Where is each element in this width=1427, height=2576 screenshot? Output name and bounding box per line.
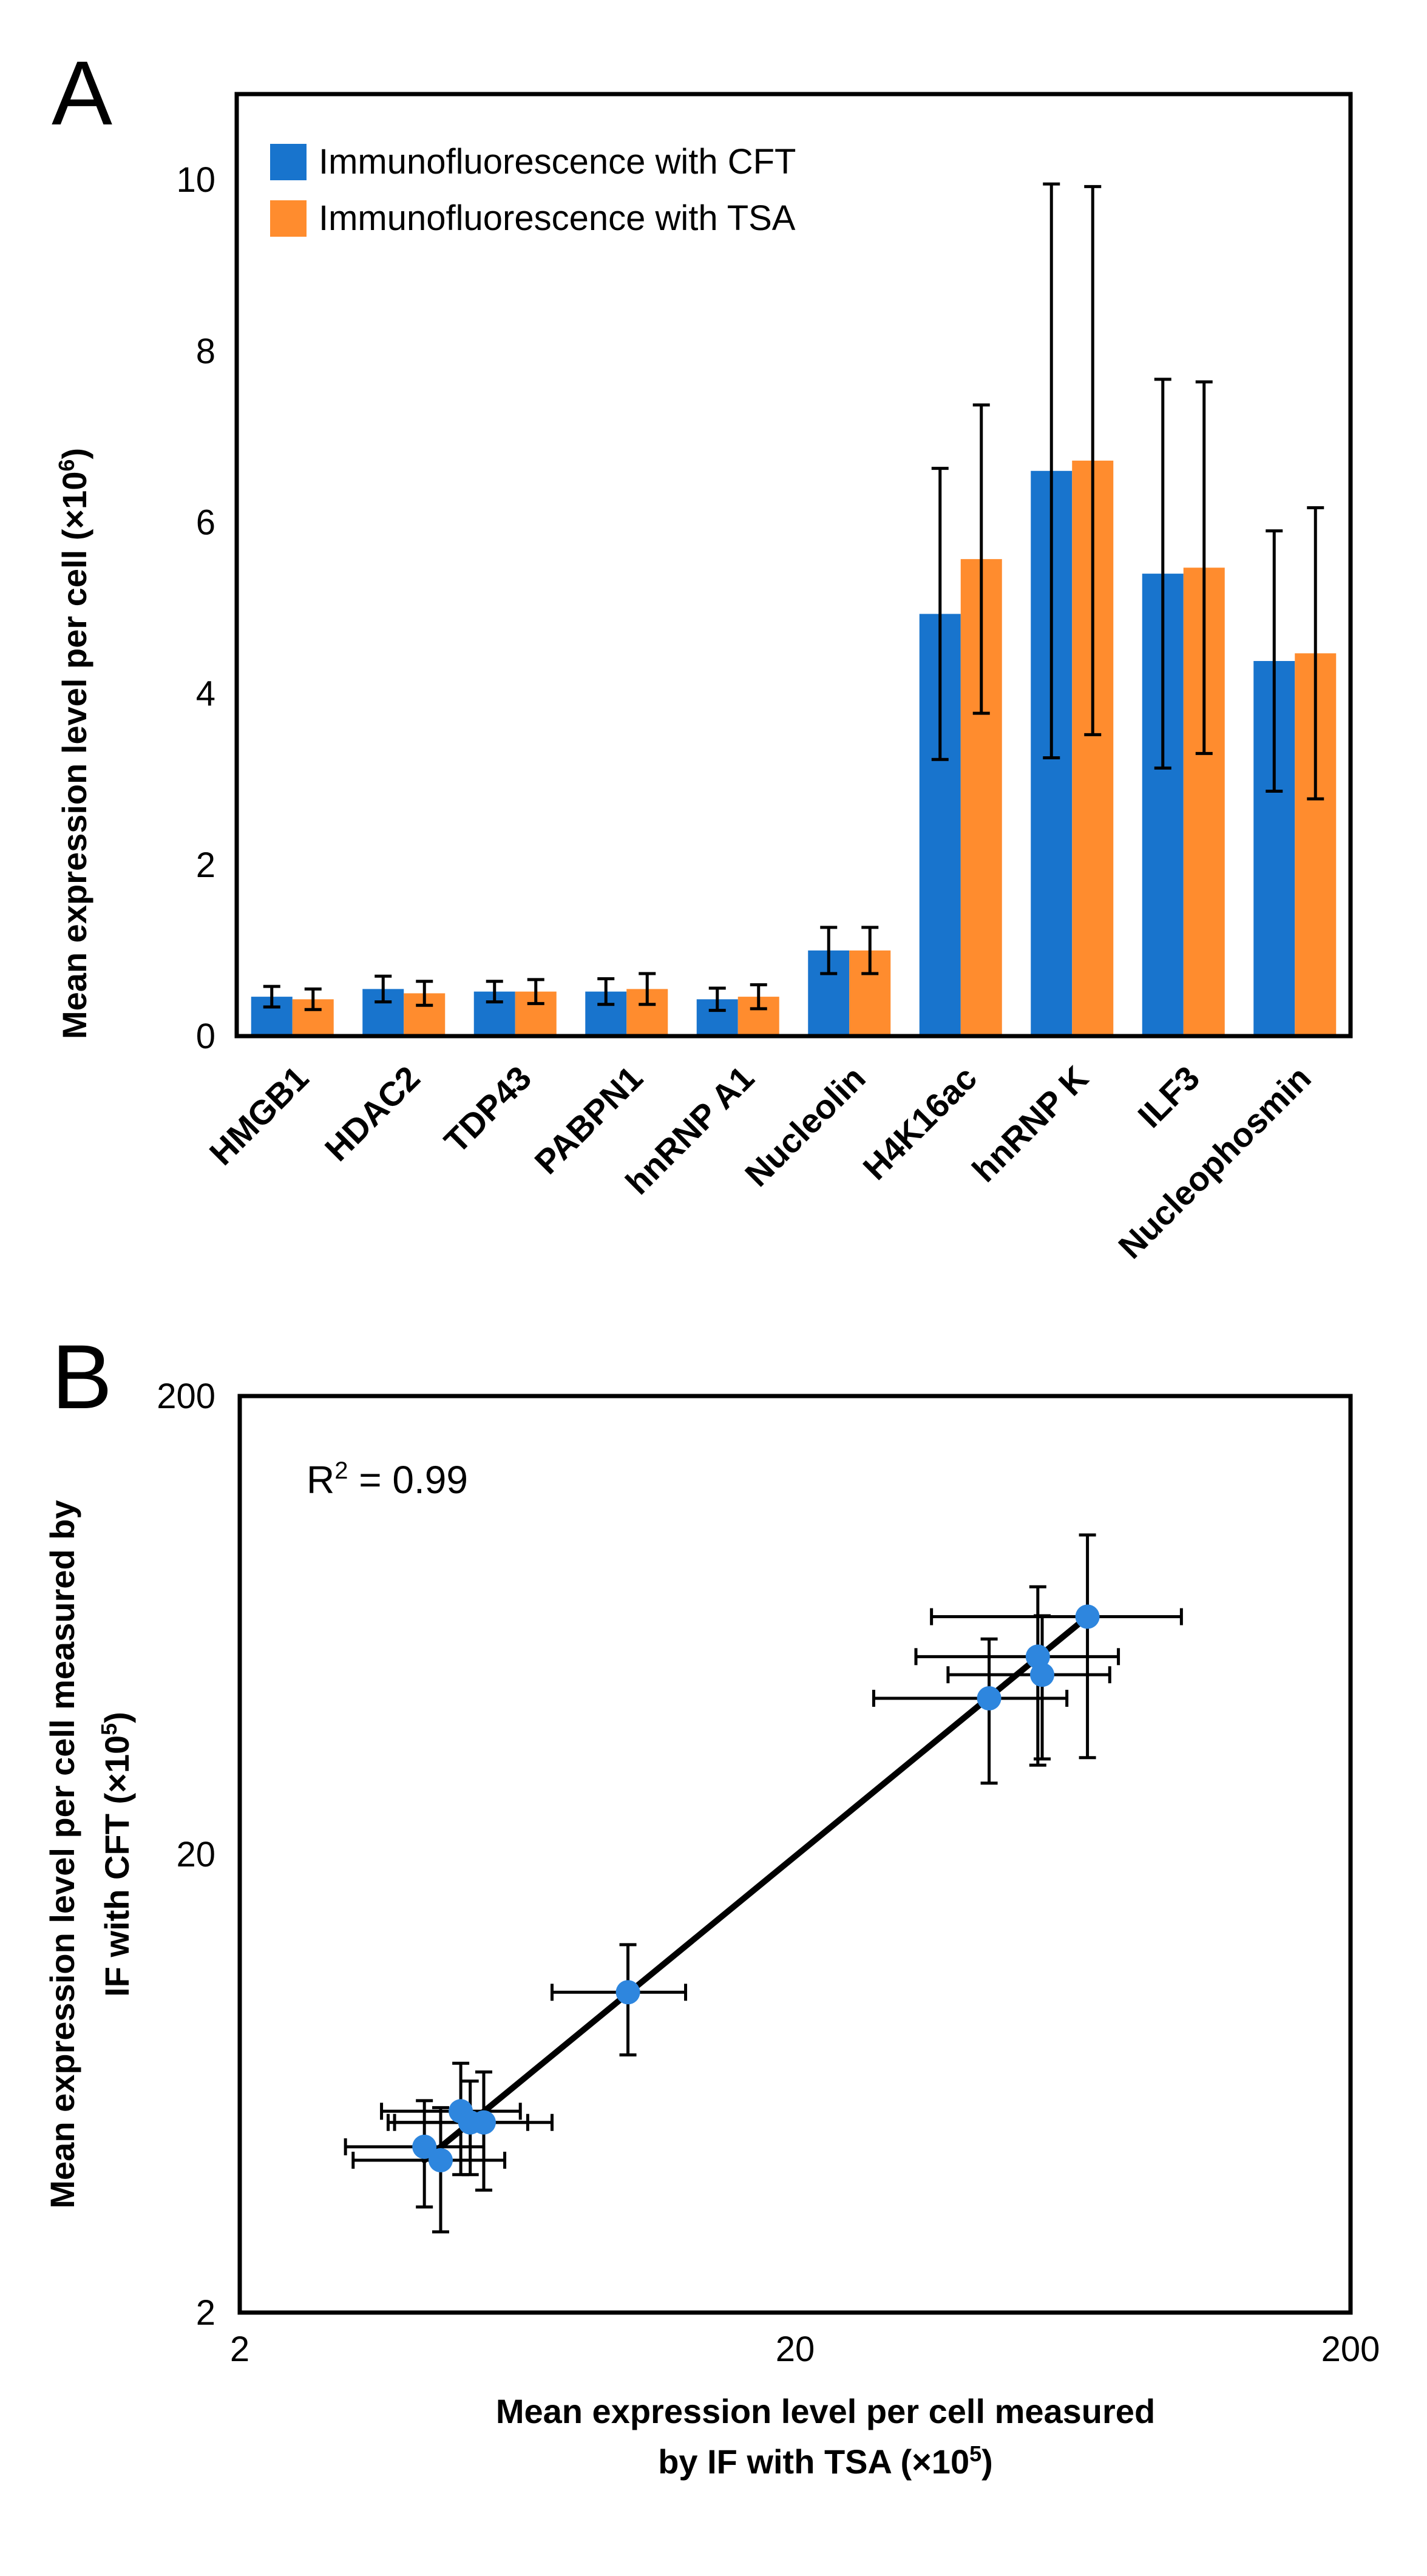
y2-close: ) xyxy=(98,1712,136,1723)
scatter-point-nucleophosmin xyxy=(977,1686,1002,1710)
x-tick-label-hnrnp-k: hnRNP K xyxy=(964,1059,1095,1189)
scatter-chart-x-axis-title-line2: by IF with TSA (×105) xyxy=(658,2441,993,2481)
x-tick-label-nucleolin: Nucleolin xyxy=(737,1059,873,1194)
error-bar-cft-hnrnp-k xyxy=(1043,182,1060,759)
error-bar-cft-hmgb1 xyxy=(263,985,280,1009)
bar-chart-y-axis-title-main: Mean expression level per cell (×10 xyxy=(55,472,93,1039)
y-tick-label-6: 6 xyxy=(196,503,215,542)
error-bar-tsa-tdp43 xyxy=(527,978,544,1005)
error-bar-tsa-hnrnp-k xyxy=(1084,185,1102,736)
scatter-y-tick-label-2: 2 xyxy=(196,2293,215,2333)
scatter-chart-plot-frame xyxy=(237,1394,1353,2315)
scatter-y-tick-label-200: 200 xyxy=(157,1377,215,1416)
x-tick-label-h4k16ac: H4K16ac xyxy=(855,1059,984,1187)
panel-a-label: A xyxy=(52,42,112,144)
scatter-x-tick-label-200: 200 xyxy=(1321,2330,1380,2369)
error-bar-tsa-nucleolin xyxy=(861,926,879,975)
error-bar-tsa-ilf3 xyxy=(1195,380,1213,755)
r2-main: R xyxy=(307,1458,334,1502)
error-bars-nucleophosmin xyxy=(872,1637,1069,1785)
error-bar-cft-ilf3 xyxy=(1154,378,1171,770)
x2-sup: 5 xyxy=(969,2441,981,2466)
scatter-y-tick-label-20: 20 xyxy=(176,1835,215,1874)
scatter-chart-y-ticks: 2 20 200 xyxy=(157,1377,215,2333)
error-bar-tsa-pabpn1 xyxy=(639,972,656,1006)
error-bar-cft-nucleophosmin xyxy=(1266,529,1283,793)
scatter-chart-x-axis-title-line1: Mean expression level per cell measured xyxy=(496,2392,1155,2430)
bar-chart-y-ticks: 0 2 4 6 8 10 xyxy=(176,160,215,1056)
scatter-point-h4k16ac xyxy=(1030,1663,1055,1687)
y-tick-label-2: 2 xyxy=(196,846,215,885)
scatter-point-hnrnp-a1 xyxy=(428,2148,453,2173)
x-tick-label-nucleophosmin: Nucleophosmin xyxy=(1111,1059,1318,1266)
bar-chart-bars xyxy=(251,460,1337,1036)
error-bar-tsa-hnrnp-a1 xyxy=(750,983,767,1011)
y-tick-label-8: 8 xyxy=(196,331,215,371)
scatter-chart-y-axis-title-line2: IF with CFT (×105) xyxy=(97,1712,136,1997)
bar-chart-legend: Immunofluorescence with CFT Immunofluore… xyxy=(270,142,796,238)
scatter-chart-r2-annotation: R2 = 0.99 xyxy=(307,1457,468,1502)
scatter-x-tick-label-20: 20 xyxy=(776,2330,815,2369)
bar-chart-error-bars xyxy=(263,182,1324,1012)
error-bar-tsa-hdac2 xyxy=(416,980,433,1007)
error-bar-tsa-hmgb1 xyxy=(304,987,322,1011)
bar-chart-y-axis-title-close: ) xyxy=(55,448,93,459)
error-bar-tsa-h4k16ac xyxy=(972,403,990,715)
y-tick-label-4: 4 xyxy=(196,674,215,714)
error-bar-tsa-nucleophosmin xyxy=(1307,506,1324,801)
error-bar-cft-tdp43 xyxy=(486,980,503,1004)
scatter-point-hnrnp-k xyxy=(1075,1604,1100,1629)
x-tick-label-tdp43: TDP43 xyxy=(436,1059,538,1161)
x-tick-label-hmgb1: HMGB1 xyxy=(202,1059,316,1173)
error-bar-cft-hdac2 xyxy=(375,974,392,1004)
y-tick-label-0: 0 xyxy=(196,1017,215,1056)
panel-b-label: B xyxy=(52,1326,112,1428)
scatter-chart-y-axis-title-line1: Mean expression level per cell measured … xyxy=(43,1500,81,2208)
bar-chart-y-axis-title: Mean expression level per cell (×106) xyxy=(54,448,93,1039)
legend-label-tsa: Immunofluorescence with TSA xyxy=(319,198,796,238)
x-tick-label-ilf3: ILF3 xyxy=(1130,1059,1207,1135)
scatter-point-hmgb1 xyxy=(412,2134,437,2159)
legend-swatch-tsa xyxy=(270,200,307,237)
error-bars-hnrnp-k xyxy=(930,1533,1183,1760)
x2-main: by IF with TSA (×10 xyxy=(658,2442,969,2481)
bar-chart-plot-frame xyxy=(234,92,1353,1039)
error-bars-h4k16ac xyxy=(946,1614,1111,1761)
x2-close: ) xyxy=(981,2442,993,2481)
r2-rest: = 0.99 xyxy=(348,1458,468,1502)
scatter-x-tick-label-2: 2 xyxy=(230,2330,249,2369)
scatter-chart-points xyxy=(412,1604,1100,2173)
error-bar-cft-hnrnp-a1 xyxy=(708,986,726,1012)
legend-label-cft: Immunofluorescence with CFT xyxy=(319,142,796,181)
y2-main: IF with CFT (×10 xyxy=(98,1735,136,1997)
scatter-point-ilf3 xyxy=(1025,1644,1050,1669)
scatter-chart-x-ticks: 2 20 200 xyxy=(230,2330,1380,2369)
scatter-chart-trendline xyxy=(421,1613,1091,2164)
error-bar-cft-pabpn1 xyxy=(597,977,615,1006)
y2-sup: 5 xyxy=(97,1723,121,1735)
legend-swatch-cft xyxy=(270,144,307,180)
y-tick-label-10: 10 xyxy=(176,160,215,200)
r2-sup: 2 xyxy=(334,1457,348,1484)
scatter-point-nucleolin xyxy=(615,1980,640,2005)
x-tick-label-hdac2: HDAC2 xyxy=(317,1059,427,1168)
error-bar-cft-nucleolin xyxy=(820,926,838,975)
scatter-point-pabpn1 xyxy=(471,2110,496,2135)
error-bar-cft-h4k16ac xyxy=(931,467,949,761)
bar-chart-y-axis-title-sup: 6 xyxy=(54,459,79,472)
